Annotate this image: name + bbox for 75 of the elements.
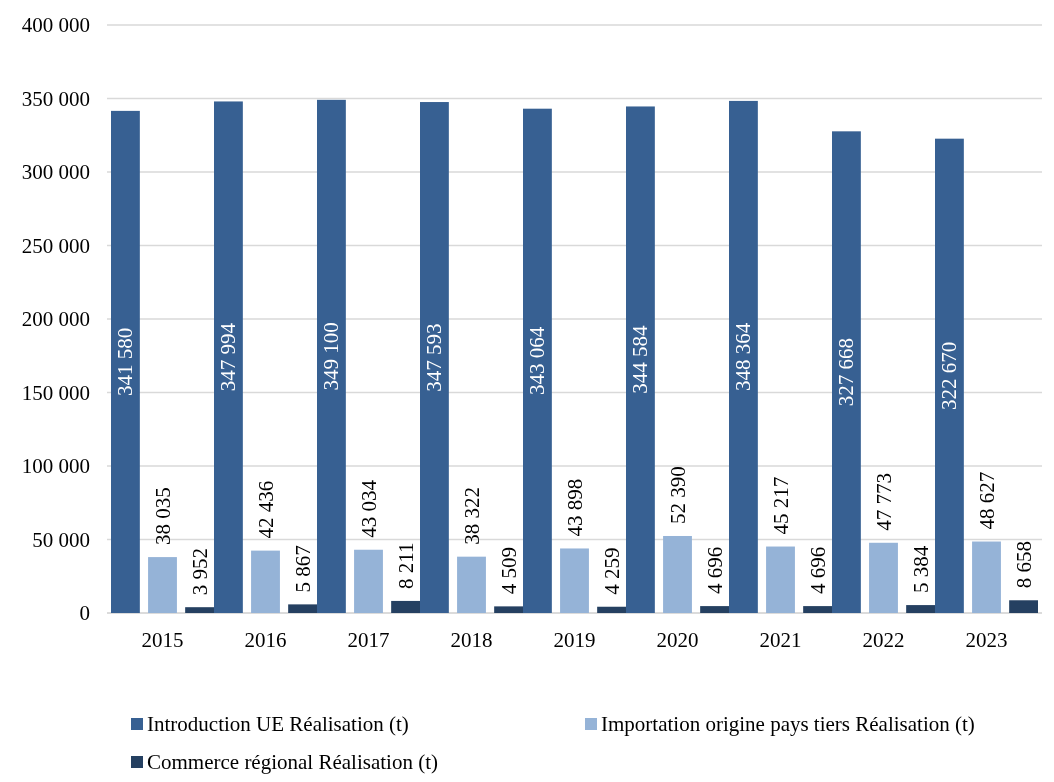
data-label: 344 584 — [628, 325, 653, 394]
data-label: 8 658 — [1011, 541, 1036, 589]
data-label: 5 384 — [908, 545, 933, 594]
x-tick-label: 2019 — [553, 628, 596, 652]
data-label: 4 509 — [496, 547, 521, 595]
y-tick-label: 350 000 — [21, 86, 90, 111]
bar — [906, 605, 935, 613]
bar — [869, 542, 898, 613]
data-label: 3 952 — [187, 547, 212, 596]
data-label: 8 211 — [393, 542, 418, 589]
data-label: 4 259 — [599, 547, 624, 595]
y-tick-label: 300 000 — [21, 160, 90, 184]
y-tick-label: 150 000 — [21, 380, 90, 405]
data-label: 322 670 — [937, 341, 962, 410]
x-tick-label: 2022 — [862, 628, 905, 652]
bar — [972, 541, 1001, 613]
bar — [935, 138, 964, 613]
x-tick-label: 2020 — [656, 628, 699, 652]
bar — [1009, 600, 1038, 613]
bar — [457, 556, 486, 613]
x-tick-label: 2023 — [965, 628, 1008, 652]
bar — [391, 600, 420, 613]
bar — [420, 102, 449, 613]
data-label: 349 100 — [319, 322, 344, 391]
data-label: 347 593 — [422, 323, 447, 392]
data-label: 43 034 — [356, 479, 381, 538]
bar — [111, 110, 140, 613]
bar — [214, 101, 243, 613]
data-label: 52 390 — [665, 466, 690, 524]
bar — [317, 99, 346, 613]
bar — [288, 604, 317, 613]
data-label: 4 696 — [805, 546, 830, 595]
bar — [560, 548, 589, 613]
data-label: 42 436 — [253, 480, 278, 539]
bar — [663, 535, 692, 613]
y-tick-label: 50 000 — [32, 527, 90, 552]
legend-label: Importation origine pays tiers Réalisation (t) — [601, 712, 975, 736]
data-label: 47 773 — [871, 473, 896, 531]
y-tick-label: 400 000 — [21, 13, 90, 37]
bar — [597, 606, 626, 613]
y-tick-label: 100 000 — [21, 454, 90, 478]
y-tick-label: 250 000 — [21, 233, 90, 258]
bar — [354, 549, 383, 613]
y-tick-label: 200 000 — [21, 307, 90, 331]
x-tick-label: 2021 — [759, 628, 802, 652]
y-tick-label: 0 — [79, 601, 90, 625]
bar — [494, 606, 523, 613]
x-tick-label: 2018 — [450, 628, 493, 652]
x-tick-label: 2015 — [141, 628, 184, 652]
bar — [766, 546, 795, 613]
data-label: 48 627 — [974, 471, 999, 530]
bar — [729, 100, 758, 613]
legend-label: Introduction UE Réalisation (t) — [147, 712, 409, 736]
data-label: 5 867 — [290, 545, 315, 593]
bar — [832, 131, 861, 613]
data-label: 38 035 — [150, 487, 175, 546]
x-tick-label: 2016 — [244, 628, 287, 652]
data-label: 348 364 — [731, 322, 756, 392]
data-label: 4 696 — [702, 546, 727, 595]
data-label: 45 217 — [768, 476, 793, 535]
data-label: 343 064 — [525, 326, 550, 395]
bar — [523, 108, 552, 613]
data-label: 341 580 — [113, 327, 138, 397]
data-label: 38 322 — [459, 486, 484, 545]
data-label: 347 994 — [216, 322, 241, 392]
x-tick-label: 2017 — [347, 628, 390, 652]
data-label: 43 898 — [562, 478, 587, 537]
legend-label: Commerce régional Réalisation (t) — [147, 750, 438, 774]
bar — [803, 606, 832, 613]
bar — [185, 607, 214, 613]
bar — [700, 606, 729, 613]
bar — [148, 557, 177, 613]
bar — [626, 106, 655, 613]
data-label: 327 668 — [834, 338, 859, 407]
bar — [251, 550, 280, 613]
